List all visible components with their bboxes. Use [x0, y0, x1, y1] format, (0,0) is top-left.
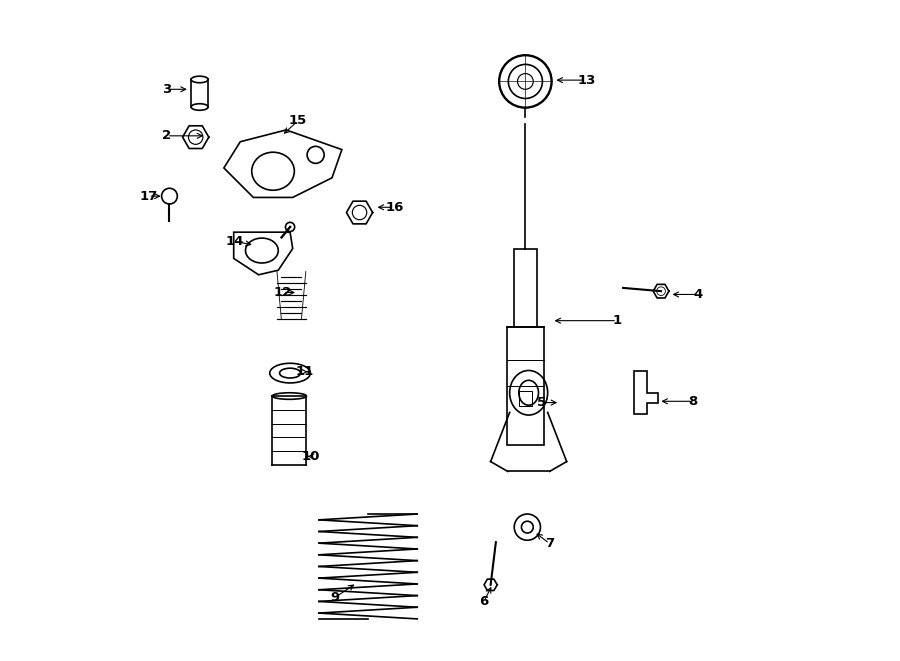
Text: 17: 17	[140, 190, 158, 203]
Bar	[514, 249, 537, 327]
Text: 3: 3	[162, 83, 172, 96]
Text: 16: 16	[385, 201, 403, 214]
Bar	[518, 391, 532, 406]
Text: 9: 9	[330, 591, 340, 603]
Text: 5: 5	[537, 396, 546, 409]
Text: 2: 2	[162, 130, 171, 142]
Text: 1: 1	[613, 314, 622, 327]
Text: 10: 10	[302, 450, 320, 463]
Text: 13: 13	[577, 73, 596, 87]
Text: 7: 7	[545, 537, 554, 550]
Text: 15: 15	[289, 114, 307, 128]
Text: 8: 8	[688, 395, 698, 408]
Text: 4: 4	[693, 288, 702, 301]
Text: 14: 14	[226, 235, 244, 248]
Text: 11: 11	[295, 366, 313, 378]
Text: 6: 6	[480, 595, 489, 607]
Text: 12: 12	[274, 286, 292, 299]
Bar	[507, 327, 544, 446]
